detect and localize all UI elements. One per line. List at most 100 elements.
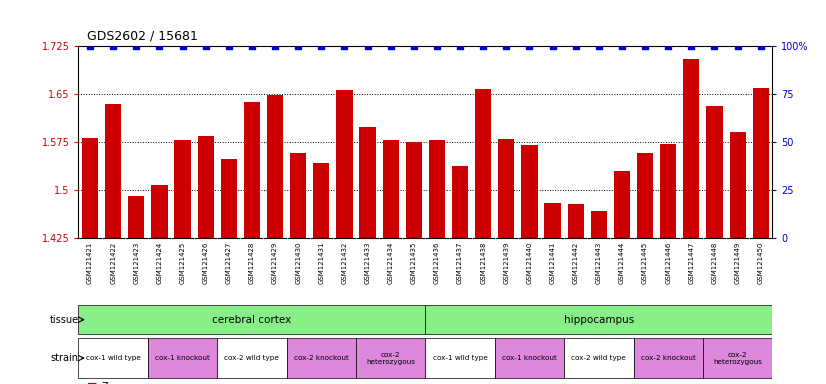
Bar [660, 144, 676, 238]
Text: GSM121436: GSM121436 [434, 242, 440, 284]
Text: ■: ■ [87, 382, 101, 384]
Bar [703, 338, 772, 378]
Bar [290, 153, 306, 238]
Text: GSM121426: GSM121426 [202, 242, 209, 284]
Text: cox-2 wild type: cox-2 wild type [225, 355, 279, 361]
Point [546, 43, 559, 49]
Text: cox-1 wild type: cox-1 wild type [86, 355, 140, 361]
Bar [356, 338, 425, 378]
Text: cerebral cortex: cerebral cortex [212, 314, 292, 325]
Text: tissue: tissue [50, 314, 78, 325]
Point [176, 43, 189, 49]
Bar [313, 162, 330, 238]
Text: cox-2 knockout: cox-2 knockout [294, 355, 349, 361]
Text: GSM121427: GSM121427 [225, 242, 232, 284]
Point [569, 43, 582, 49]
Bar [637, 153, 653, 238]
Bar [267, 95, 283, 238]
Bar [217, 338, 287, 378]
Bar [78, 338, 148, 378]
Point [592, 43, 605, 49]
Text: GSM121450: GSM121450 [757, 242, 764, 284]
Point [107, 43, 120, 49]
Text: GSM121422: GSM121422 [110, 242, 116, 284]
Bar [729, 132, 746, 238]
Bar [82, 137, 98, 238]
Bar [148, 338, 217, 378]
Bar [591, 210, 607, 238]
Point [222, 43, 235, 49]
Text: GSM121431: GSM121431 [318, 242, 325, 284]
Bar [336, 89, 353, 238]
Text: cox-1 knockout: cox-1 knockout [502, 355, 557, 361]
Point [500, 43, 513, 49]
Text: GSM121428: GSM121428 [249, 242, 255, 284]
Point [407, 43, 420, 49]
Text: GSM121424: GSM121424 [156, 242, 163, 284]
Text: GSM121425: GSM121425 [179, 242, 186, 284]
Bar [752, 88, 769, 238]
Text: cox-2
heterozygous: cox-2 heterozygous [366, 352, 415, 364]
Text: GSM121437: GSM121437 [457, 242, 463, 284]
Bar [495, 338, 564, 378]
Bar [244, 102, 260, 238]
Text: GSM121432: GSM121432 [341, 242, 348, 284]
Text: GSM121443: GSM121443 [596, 242, 602, 284]
Bar [151, 185, 168, 238]
Text: GSM121445: GSM121445 [642, 242, 648, 284]
Text: GSM121421: GSM121421 [87, 242, 93, 284]
Bar [425, 305, 772, 334]
Text: GSM121423: GSM121423 [133, 242, 140, 284]
Point [292, 43, 305, 49]
Text: GSM121439: GSM121439 [503, 242, 510, 284]
Text: GSM121444: GSM121444 [619, 242, 625, 284]
Bar [475, 89, 491, 238]
Text: cox-1 knockout: cox-1 knockout [155, 355, 210, 361]
Point [731, 43, 744, 49]
Text: GSM121438: GSM121438 [480, 242, 487, 284]
Point [130, 43, 143, 49]
Text: GSM121433: GSM121433 [364, 242, 371, 284]
Bar [128, 197, 145, 238]
Text: GSM121435: GSM121435 [411, 242, 417, 284]
Bar [614, 171, 630, 238]
Point [615, 43, 629, 49]
Bar [174, 140, 191, 238]
Bar [564, 338, 634, 378]
Text: GSM121440: GSM121440 [526, 242, 533, 284]
Bar [706, 106, 723, 238]
Text: cox-2 wild type: cox-2 wild type [572, 355, 626, 361]
Text: GSM121448: GSM121448 [711, 242, 718, 284]
Point [523, 43, 536, 49]
Text: GSM121449: GSM121449 [734, 242, 741, 284]
Point [361, 43, 374, 49]
Bar [521, 145, 538, 238]
Point [754, 43, 767, 49]
Point [384, 43, 397, 49]
Text: Z-score: Z-score [102, 382, 138, 384]
Text: cox-2 knockout: cox-2 knockout [641, 355, 695, 361]
Text: strain: strain [50, 353, 78, 363]
Text: GSM121447: GSM121447 [688, 242, 695, 284]
Bar [382, 140, 399, 238]
Point [199, 43, 212, 49]
Bar [452, 166, 468, 238]
Text: cox-1 wild type: cox-1 wild type [433, 355, 487, 361]
Text: GSM121446: GSM121446 [665, 242, 672, 284]
Text: cox-2
heterozygous: cox-2 heterozygous [713, 352, 762, 364]
Bar [406, 142, 422, 238]
Text: GDS2602 / 15681: GDS2602 / 15681 [87, 29, 197, 42]
Point [638, 43, 652, 49]
Bar [429, 140, 445, 238]
Point [662, 43, 675, 49]
Point [245, 43, 259, 49]
Bar [197, 136, 214, 238]
Bar [544, 203, 561, 238]
Text: GSM121442: GSM121442 [572, 242, 579, 284]
Point [453, 43, 467, 49]
Point [83, 43, 97, 49]
Point [430, 43, 444, 49]
Point [685, 43, 698, 49]
Point [338, 43, 351, 49]
Point [268, 43, 282, 49]
